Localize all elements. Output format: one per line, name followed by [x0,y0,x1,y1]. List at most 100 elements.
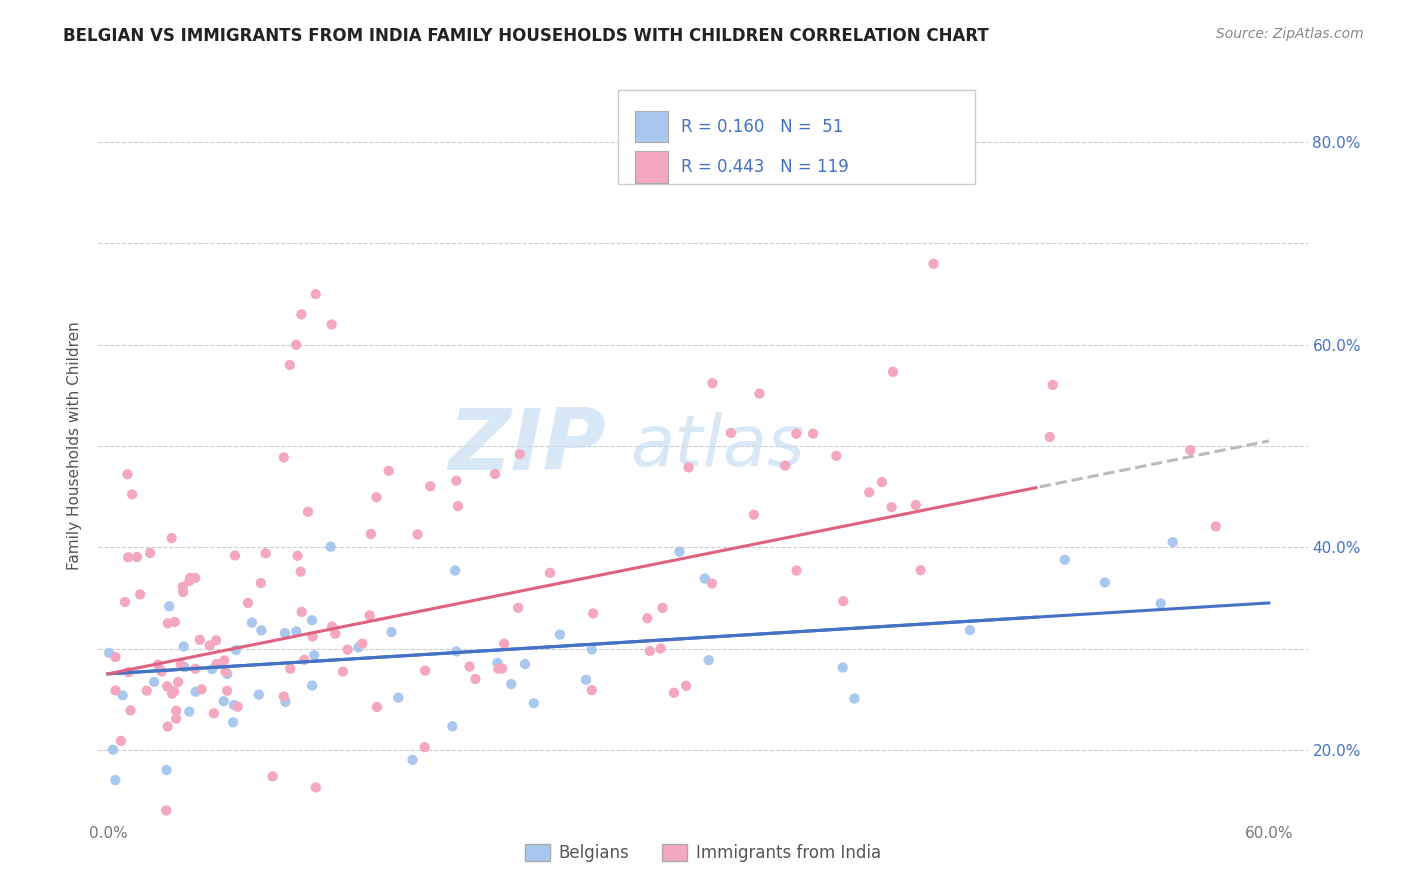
Point [858,485,880,500]
Point [101,742,124,756]
Point [486,662,509,676]
Point [156,679,179,693]
Point [720,425,742,440]
Point [285,337,308,351]
Point [250,576,273,591]
Point [139,546,162,560]
Point [212,694,235,708]
Point [352,637,374,651]
Point [143,674,166,689]
Point [160,531,183,545]
Point [121,487,143,501]
Point [240,615,263,630]
Point [678,460,700,475]
Point [323,626,346,640]
Point [650,641,672,656]
Point [212,654,235,668]
Point [844,691,866,706]
Point [581,642,603,657]
Point [179,574,201,588]
Point [301,613,323,627]
Point [292,653,315,667]
Point [693,572,716,586]
Text: BELGIAN VS IMMIGRANTS FROM INDIA FAMILY HOUSEHOLDS WITH CHILDREN CORRELATION CHA: BELGIAN VS IMMIGRANTS FROM INDIA FAMILY … [63,27,988,45]
Point [825,449,848,463]
Point [150,665,173,679]
Point [419,479,441,493]
Point [217,683,239,698]
Point [117,665,139,680]
Point [922,257,945,271]
Point [179,571,201,585]
Point [114,595,136,609]
Point [160,687,183,701]
Point [129,587,152,601]
Point [225,643,247,657]
Point [217,667,239,681]
Point [786,564,808,578]
Point [446,644,468,658]
Point [508,600,530,615]
Point [509,447,531,461]
Point [882,365,904,379]
Point [697,653,720,667]
Point [184,571,207,585]
Point [675,679,697,693]
Point [413,740,436,755]
Point [377,464,399,478]
Point [226,699,249,714]
Point [359,608,381,623]
Point [104,773,127,788]
Point [668,544,690,558]
Point [254,546,277,560]
Point [156,616,179,631]
Point [146,657,169,672]
Point [441,719,464,733]
Point [484,467,506,481]
Point [870,475,893,490]
Point [205,657,228,671]
Point [188,632,211,647]
Point [501,677,523,691]
Text: ZIP: ZIP [449,404,606,488]
Point [486,656,509,670]
Point [336,642,359,657]
Point [179,705,201,719]
Legend: Belgians, Immigrants from India: Belgians, Immigrants from India [519,837,887,869]
Point [831,660,853,674]
Point [1161,535,1184,549]
Point [273,450,295,465]
Point [262,769,284,783]
Point [155,804,177,818]
Point [321,620,343,634]
Point [224,549,246,563]
Point [742,508,765,522]
Point [347,640,370,655]
Point [1150,597,1173,611]
Point [638,644,661,658]
Point [278,358,301,372]
Point [406,527,429,541]
Point [319,540,342,554]
Point [446,474,468,488]
Point [491,661,513,675]
Point [285,624,308,639]
Point [156,719,179,733]
Point [773,458,796,473]
Point [1205,519,1227,533]
Point [291,605,314,619]
Point [290,307,312,321]
Point [301,629,323,643]
Point [380,625,402,640]
Point [278,662,301,676]
Point [165,712,187,726]
Point [575,673,598,687]
FancyBboxPatch shape [636,111,668,143]
Point [184,662,207,676]
Point [458,659,481,673]
Point [172,580,194,594]
Point [301,679,323,693]
Point [321,318,343,332]
FancyBboxPatch shape [619,90,976,184]
Point [651,601,673,615]
